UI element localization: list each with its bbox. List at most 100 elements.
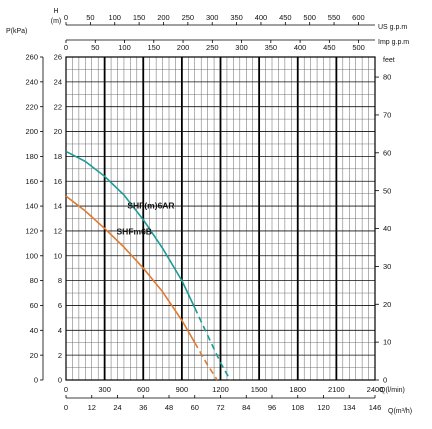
us-gpm-tick-label: 100 — [108, 13, 121, 22]
h-tick-label: 14 — [54, 202, 62, 211]
h-tick-label: 16 — [54, 177, 62, 186]
p-tick-label: 120 — [25, 227, 38, 236]
us-gpm-axis: 0 50 100 150 200 250 300 350 400 450 500 550 600 — [64, 13, 375, 26]
q-m3h-tick-label: 146 — [369, 403, 382, 412]
p-axis-label: P(kPa) — [6, 28, 27, 35]
series-layer — [65, 150, 231, 381]
feet-axis: 0 10 20 30 40 50 60 70 80 — [375, 73, 391, 385]
q-lmin-tick-label: 300 — [98, 385, 111, 394]
us-gpm-tick-label: 200 — [157, 13, 170, 22]
h-tick-label: 26 — [54, 53, 62, 62]
p-tick-label: 200 — [25, 127, 38, 136]
us-gpm-tick-label: 150 — [133, 13, 146, 22]
imp-gpm-tick-label: 50 — [91, 43, 99, 52]
imp-gpm-tick-label: 200 — [177, 43, 190, 52]
p-tick-label: 180 — [25, 152, 38, 161]
h-tick-label: 0 — [58, 376, 62, 385]
q-lmin-tick-label: 1200 — [212, 385, 229, 394]
p-tick-label: 80 — [30, 276, 38, 285]
series-label-shfm6b: SHFm6B — [117, 226, 152, 236]
h-tick-label: 2 — [58, 351, 62, 360]
q-m3h-tick-label: 134 — [343, 403, 356, 412]
p-tick-label: 260 — [25, 53, 38, 62]
series-line-1 — [65, 195, 196, 344]
us-gpm-tick-label: 550 — [328, 13, 341, 22]
h-tick-label: 8 — [58, 276, 62, 285]
q-m3h-axis: 0 12 24 36 48 60 72 84 96 108 120 134 146 — [64, 395, 381, 412]
q-m3h-tick-label: 72 — [216, 403, 224, 412]
pressure-kpa-axis: 0 20 40 60 80 100 120 140 160 180 200 220 240 260 — [25, 53, 44, 385]
us-gpm-tick-label: 0 — [64, 13, 68, 22]
h-tick-label: 4 — [58, 326, 62, 335]
h-tick-label: 10 — [54, 251, 62, 260]
q-m3h-tick-label: 12 — [88, 403, 96, 412]
p-tick-label: 160 — [25, 177, 38, 186]
plot-frame — [65, 56, 376, 381]
imp-gpm-tick-label: 500 — [352, 43, 365, 52]
q-m3h-tick-label: 96 — [268, 403, 276, 412]
imp-gpm-tick-label: 150 — [148, 43, 161, 52]
major-grid — [66, 57, 375, 380]
imp-gpm-axis-label: Imp g.p.m — [378, 39, 409, 46]
p-tick-label: 20 — [30, 351, 38, 360]
feet-tick-label: 60 — [383, 148, 391, 157]
p-tick-label: 140 — [25, 202, 38, 211]
q-lmin-tick-label: 1800 — [289, 385, 306, 394]
p-tick-label: 40 — [30, 326, 38, 335]
p-tick-label: 240 — [25, 77, 38, 86]
us-gpm-tick-label: 450 — [279, 13, 292, 22]
h-axis-label: H — [53, 8, 58, 15]
us-gpm-tick-label: 350 — [230, 13, 243, 22]
series-label-shf-m-6ar: SHF(m)6AR — [127, 200, 174, 210]
feet-tick-label: 0 — [383, 376, 387, 385]
q-lmin-tick-label: 1500 — [251, 385, 268, 394]
us-gpm-tick-label: 500 — [303, 13, 316, 22]
q-m3h-tick-label: 48 — [165, 403, 173, 412]
us-gpm-tick-label: 50 — [86, 13, 94, 22]
feet-tick-label: 30 — [383, 262, 391, 271]
q-m3h-tick-label: 0 — [64, 403, 68, 412]
series-line-dashed-0 — [194, 307, 231, 381]
q-lmin-tick-label: 2100 — [328, 385, 345, 394]
q-lmin-tick-label: 600 — [137, 385, 150, 394]
q-m3h-tick-label: 108 — [291, 403, 304, 412]
q-m3h-tick-label: 120 — [317, 403, 330, 412]
q-lmin-axis: 0 300 600 900 1200 1500 1800 2100 2400 — [64, 385, 383, 394]
q-m3h-axis-label: Q(m³/h) — [388, 408, 412, 415]
q-m3h-tick-label: 36 — [139, 403, 147, 412]
imp-gpm-tick-label: 450 — [323, 43, 336, 52]
feet-tick-label: 80 — [383, 73, 391, 82]
feet-tick-label: 40 — [383, 224, 391, 233]
q-m3h-tick-label: 60 — [191, 403, 199, 412]
us-gpm-tick-label: 300 — [206, 13, 219, 22]
h-tick-label: 6 — [58, 301, 62, 310]
p-tick-label: 0 — [34, 376, 38, 385]
us-gpm-tick-label: 600 — [352, 13, 365, 22]
us-gpm-tick-label: 250 — [182, 13, 195, 22]
imp-gpm-tick-label: 350 — [265, 43, 278, 52]
q-m3h-tick-label: 84 — [242, 403, 250, 412]
feet-tick-label: 10 — [383, 338, 391, 347]
h-axis-unit: (m) — [51, 18, 62, 25]
q-lmin-tick-label: 900 — [176, 385, 189, 394]
feet-tick-label: 20 — [383, 300, 391, 309]
h-tick-label: 24 — [54, 77, 62, 86]
feet-tick-label: 50 — [383, 186, 391, 195]
imp-gpm-tick-label: 400 — [294, 43, 307, 52]
h-tick-label: 20 — [54, 127, 62, 136]
imp-gpm-tick-label: 100 — [118, 43, 131, 52]
q-lmin-tick-label: 0 — [64, 385, 68, 394]
p-tick-label: 100 — [25, 251, 38, 260]
h-tick-label: 18 — [54, 152, 62, 161]
q-m3h-tick-label: 24 — [113, 403, 121, 412]
imp-gpm-tick-label: 0 — [64, 43, 68, 52]
q-lmin-axis-label: Q(l/min) — [380, 387, 405, 394]
feet-tick-label: 70 — [383, 111, 391, 120]
us-gpm-axis-label: US g.p.m — [378, 24, 407, 31]
p-tick-label: 220 — [25, 102, 38, 111]
us-gpm-tick-label: 400 — [255, 13, 268, 22]
p-tick-label: 60 — [30, 301, 38, 310]
imp-gpm-tick-label: 250 — [206, 43, 219, 52]
